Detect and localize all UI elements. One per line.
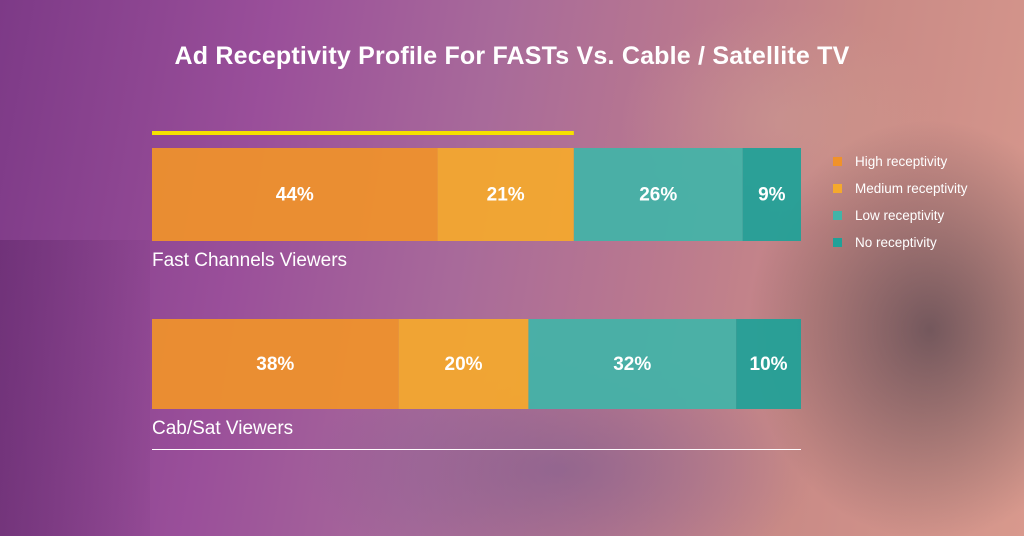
legend-item-high: High receptivity — [833, 148, 968, 175]
bar-segment-low-1 — [573, 148, 743, 241]
legend-label: No receptivity — [855, 235, 937, 250]
legend-item-none: No receptivity — [833, 229, 968, 256]
data-label: 26% — [639, 185, 677, 206]
data-label: 21% — [487, 185, 525, 206]
bar-segment-medium-2 — [398, 319, 529, 409]
bar-segment-none-2 — [736, 319, 801, 409]
legend-label: Medium receptivity — [855, 181, 968, 196]
legend-swatch — [833, 238, 842, 247]
chart-title: Ad Receptivity Profile For FASTs Vs. Cab… — [174, 42, 850, 70]
legend-swatch — [833, 184, 842, 193]
bar-segment-none-1 — [742, 148, 801, 241]
data-label: 32% — [613, 354, 651, 375]
data-label: 38% — [256, 354, 294, 375]
legend-swatch — [833, 157, 842, 166]
data-label: 44% — [276, 185, 314, 206]
category-label: Fast Channels Viewers — [152, 250, 347, 271]
background-shelf — [0, 240, 150, 536]
data-label: 9% — [758, 185, 786, 206]
bar-segment-low-2 — [528, 319, 737, 409]
data-label: 10% — [750, 354, 788, 375]
category-label: Cab/Sat Viewers — [152, 418, 293, 439]
legend-label: Low receptivity — [855, 208, 945, 223]
legend-item-low: Low receptivity — [833, 202, 968, 229]
bar-segment-high-2 — [152, 319, 399, 409]
legend-swatch — [833, 211, 842, 220]
chart-legend: High receptivity Medium receptivity Low re… — [833, 148, 968, 256]
data-label: 20% — [445, 354, 483, 375]
bar-segment-high-1 — [152, 148, 438, 241]
accent-underline — [152, 131, 574, 135]
bar-segment-medium-1 — [437, 148, 574, 241]
legend-item-medium: Medium receptivity — [833, 175, 968, 202]
legend-label: High receptivity — [855, 154, 948, 169]
